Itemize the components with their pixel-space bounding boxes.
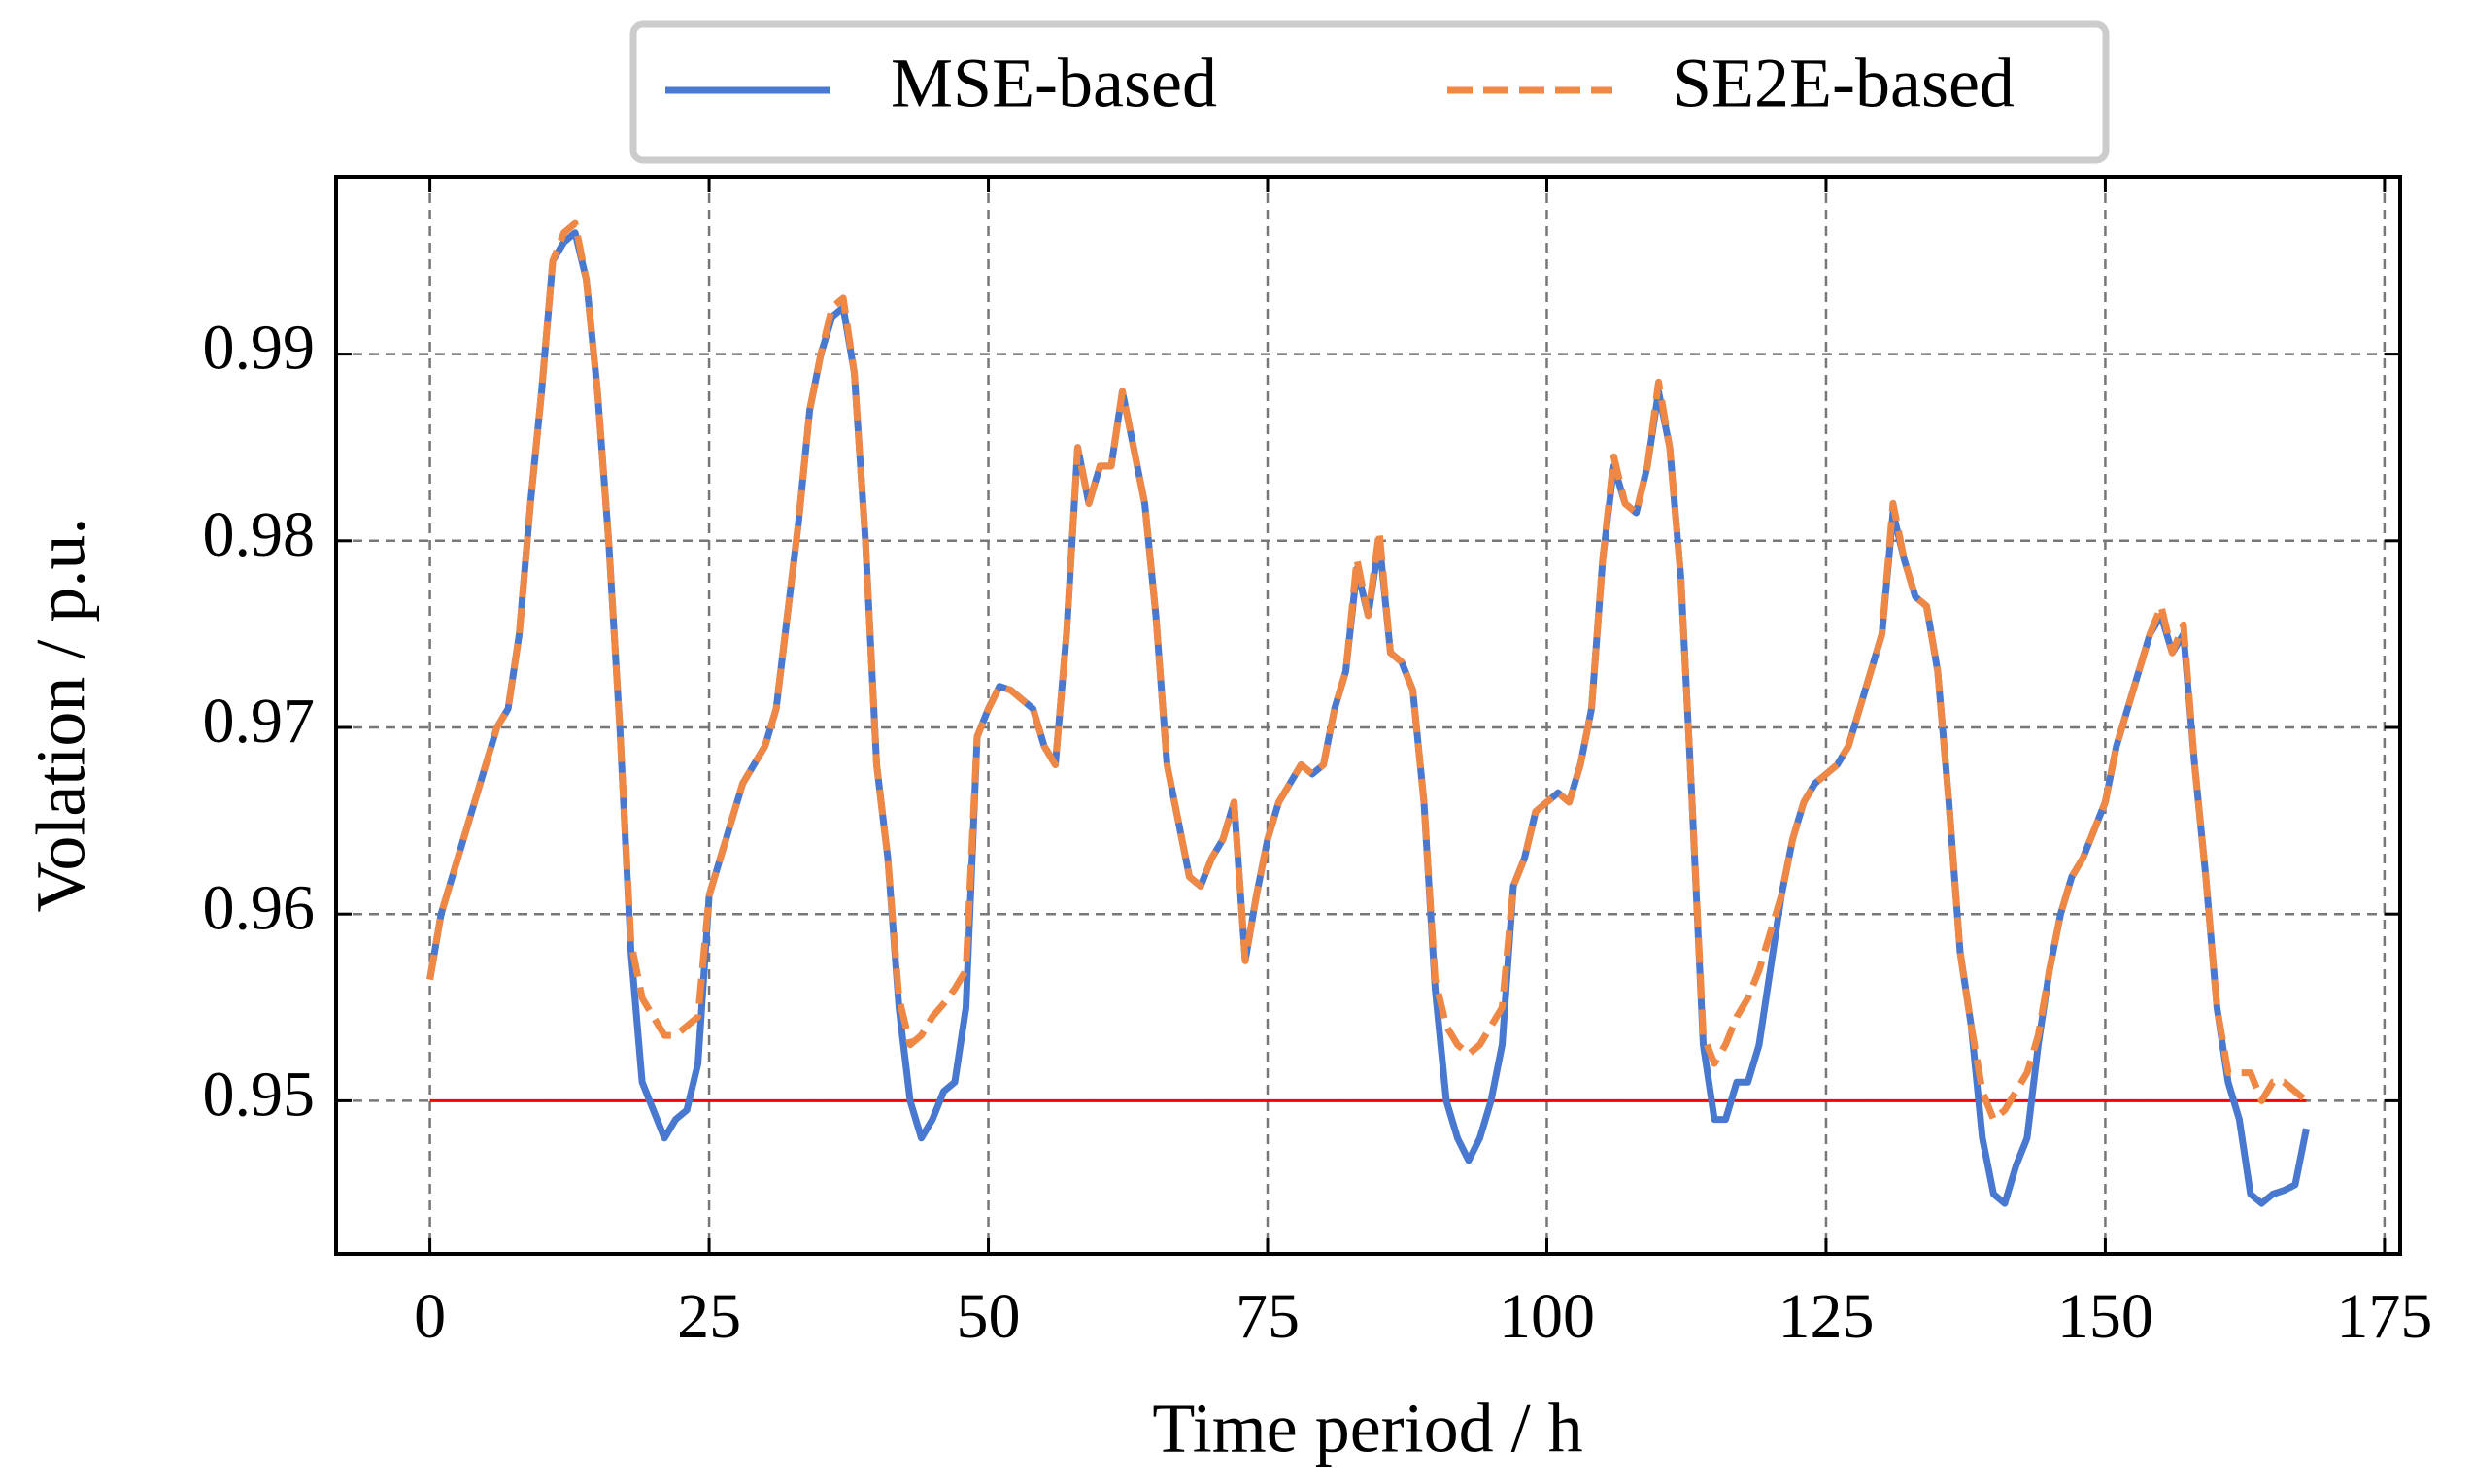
x-tick-label: 175 xyxy=(2336,1281,2432,1352)
plot-frame xyxy=(334,175,2402,1256)
series-line xyxy=(426,219,2309,1124)
x-tick-label: 75 xyxy=(1236,1281,1300,1352)
y-tick-label: 0.96 xyxy=(203,872,316,943)
legend-label: MSE-based xyxy=(891,45,1217,122)
series-line xyxy=(426,229,2310,1207)
x-tick-label: 150 xyxy=(2057,1281,2153,1352)
y-tick-label: 0.95 xyxy=(203,1060,316,1130)
y-tick-label: 0.97 xyxy=(203,686,316,757)
y-tick-label: 0.98 xyxy=(203,499,316,570)
x-tick-label: 25 xyxy=(677,1281,741,1352)
x-tick-label: 50 xyxy=(957,1281,1021,1352)
x-tick-label: 125 xyxy=(1778,1281,1874,1352)
x-axis-label: Time period / h xyxy=(1152,1390,1582,1467)
x-tick-label: 100 xyxy=(1499,1281,1595,1352)
y-axis-label: Volation / p.u. xyxy=(22,518,100,913)
legend-box xyxy=(629,20,2110,164)
y-tick-label: 0.99 xyxy=(203,313,316,384)
legend-label: SE2E-based xyxy=(1673,45,2015,122)
x-tick-label: 0 xyxy=(414,1281,446,1352)
